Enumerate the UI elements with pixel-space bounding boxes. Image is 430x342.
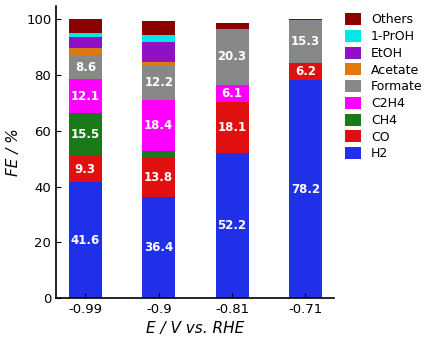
- Text: 18.4: 18.4: [144, 119, 173, 132]
- Bar: [142, 66, 175, 100]
- Bar: [69, 182, 102, 298]
- Text: 12.1: 12.1: [71, 90, 100, 103]
- Y-axis label: FE / %: FE / %: [6, 128, 21, 176]
- Bar: [69, 37, 102, 48]
- Bar: [215, 102, 249, 153]
- Bar: [69, 79, 102, 113]
- Bar: [142, 151, 175, 158]
- Bar: [289, 19, 322, 20]
- Bar: [69, 156, 102, 182]
- Text: 18.1: 18.1: [218, 121, 246, 134]
- Bar: [142, 35, 175, 42]
- Text: 15.3: 15.3: [291, 35, 320, 48]
- Bar: [69, 113, 102, 156]
- Text: 41.6: 41.6: [71, 234, 100, 247]
- Bar: [69, 33, 102, 37]
- Bar: [142, 100, 175, 151]
- Bar: [215, 23, 249, 29]
- X-axis label: E / V vs. RHE: E / V vs. RHE: [146, 321, 245, 337]
- Bar: [289, 80, 322, 298]
- Bar: [142, 197, 175, 298]
- Bar: [142, 22, 175, 35]
- Bar: [142, 42, 175, 62]
- Text: 12.2: 12.2: [144, 77, 173, 90]
- Bar: [142, 62, 175, 66]
- Text: 6.1: 6.1: [221, 87, 243, 100]
- Bar: [215, 29, 249, 85]
- Bar: [69, 55, 102, 79]
- Text: 78.2: 78.2: [291, 183, 320, 196]
- Text: 9.3: 9.3: [75, 163, 96, 176]
- Bar: [215, 85, 249, 102]
- Bar: [142, 158, 175, 197]
- Bar: [215, 153, 249, 298]
- Text: 15.5: 15.5: [71, 128, 100, 141]
- Bar: [289, 63, 322, 80]
- Text: 36.4: 36.4: [144, 241, 173, 254]
- Text: 6.2: 6.2: [295, 65, 316, 78]
- Bar: [69, 19, 102, 33]
- Bar: [69, 48, 102, 55]
- Text: 52.2: 52.2: [218, 219, 246, 232]
- Text: 13.8: 13.8: [144, 171, 173, 184]
- Text: 20.3: 20.3: [218, 51, 246, 64]
- Text: 8.6: 8.6: [75, 61, 96, 74]
- Legend: Others, 1-PrOH, EtOH, Acetate, Formate, C2H4, CH4, CO, H2: Others, 1-PrOH, EtOH, Acetate, Formate, …: [344, 12, 424, 161]
- Bar: [289, 20, 322, 63]
